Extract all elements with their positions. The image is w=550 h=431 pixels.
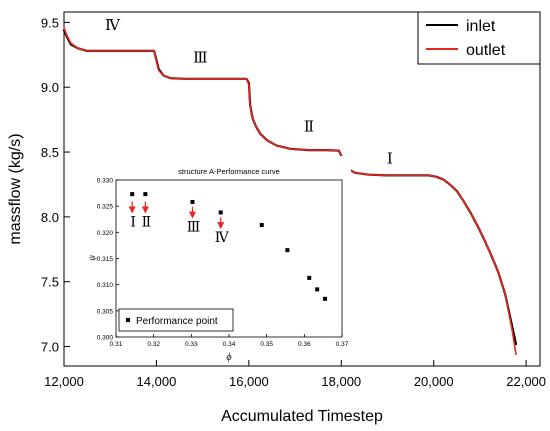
stage-label: Ⅰ (387, 152, 393, 168)
red-arrow-marker (217, 222, 225, 230)
legend-label-outlet: outlet (466, 42, 506, 59)
inset-x-axis-label: ϕ (226, 352, 231, 363)
inset-x-tick-label: 0.34 (223, 341, 236, 348)
inset-x-tick-label: 0.35 (260, 341, 273, 348)
inset-y-tick-label: 0.320 (97, 230, 114, 237)
main-y-tick-label: 8.0 (41, 210, 59, 225)
main-x-tick-label: 18,000 (321, 374, 361, 389)
performance-point (259, 223, 264, 228)
inset-y-tick-label: 0.310 (97, 282, 114, 289)
main-legend-box (417, 11, 541, 65)
inset-y-tick-label: 0.305 (97, 308, 114, 315)
inset-x-tick-label: 0.31 (110, 341, 123, 348)
inset-series-group (130, 192, 328, 301)
main-x-tick-label: 22,000 (506, 374, 546, 389)
performance-point (307, 275, 312, 280)
main-x-tick-label: 16,000 (229, 374, 269, 389)
inset-y-axis-label: ψ (87, 255, 97, 261)
inset-x-axis: 0.31 0.32 0.33 0.34 0.35 0.36 0.37 (110, 334, 349, 348)
inset-stage-label: Ⅱ (142, 215, 152, 230)
main-annotations: Ⅳ Ⅲ Ⅱ Ⅰ (105, 18, 393, 168)
performance-point (130, 192, 135, 197)
stage-label: Ⅲ (193, 51, 207, 67)
main-legend: inlet outlet (417, 11, 541, 65)
series-line-outlet (63, 26, 517, 356)
red-arrow-marker (141, 206, 149, 214)
inset-x-tick-label: 0.33 (185, 341, 198, 348)
inset-stage-label: Ⅰ (130, 215, 136, 230)
red-arrow-marker (188, 211, 196, 219)
stage-label: Ⅳ (105, 18, 121, 34)
performance-point (323, 296, 328, 301)
main-x-tick-label: 12,000 (44, 374, 84, 389)
performance-point (218, 210, 223, 215)
main-y-tick-label: 8.5 (41, 145, 59, 160)
inset-stage-label: Ⅳ (215, 231, 230, 246)
main-plot-frame (63, 11, 541, 367)
main-y-tick-label: 9.0 (41, 80, 59, 95)
main-y-axis-label: massflow (kg/s) (7, 133, 24, 244)
inset-legend-marker (126, 318, 130, 322)
inset-y-tick-label: 0.330 (97, 178, 114, 185)
inset-x-tick-label: 0.36 (298, 341, 311, 348)
main-series-group (62, 26, 518, 356)
inset-y-tick-label: 0.315 (97, 256, 114, 263)
inset-stage-label: Ⅲ (187, 221, 201, 236)
inset-legend-label: Performance point (136, 316, 218, 327)
inset-chart: structure A-Performance curve 0.300 0.305… (86, 156, 351, 363)
inset-legend-box (118, 308, 234, 332)
inset-x-tick-label: 0.32 (147, 341, 160, 348)
main-y-tick-label: 9.5 (41, 15, 59, 30)
main-x-axis-label: Accumulated Timestep (221, 408, 383, 425)
performance-point (285, 248, 290, 253)
legend-label-inlet: inlet (466, 18, 496, 35)
stage-label: Ⅱ (304, 119, 314, 135)
performance-point (315, 287, 320, 292)
main-x-tick-label: 14,000 (137, 374, 177, 389)
inset-legend: Performance point (118, 308, 234, 332)
red-arrow-marker (128, 206, 136, 214)
main-x-tick-label: 20,000 (414, 374, 454, 389)
inset-title: structure A-Performance curve (178, 167, 280, 176)
inset-y-tick-label: 0.325 (97, 204, 114, 211)
performance-point (143, 192, 148, 197)
main-y-axis: 7.0 7.5 8.0 8.5 9.0 9.5 (41, 15, 70, 355)
inset-y-axis: 0.300 0.305 0.310 0.315 0.320 0.325 0.330 (97, 178, 119, 342)
main-chart: 7.0 7.5 8.0 8.5 9.0 9.5 12,000 14,000 16,000 18,… (7, 11, 546, 425)
performance-point (190, 199, 195, 204)
inset-y-tick-label: 0.300 (97, 335, 114, 342)
main-y-tick-label: 7.5 (41, 275, 59, 290)
main-x-axis: 12,000 14,000 16,000 18,000 20,000 22,000 (44, 360, 546, 389)
inset-x-tick-label: 0.37 (336, 341, 349, 348)
main-y-tick-label: 7.0 (41, 340, 59, 355)
